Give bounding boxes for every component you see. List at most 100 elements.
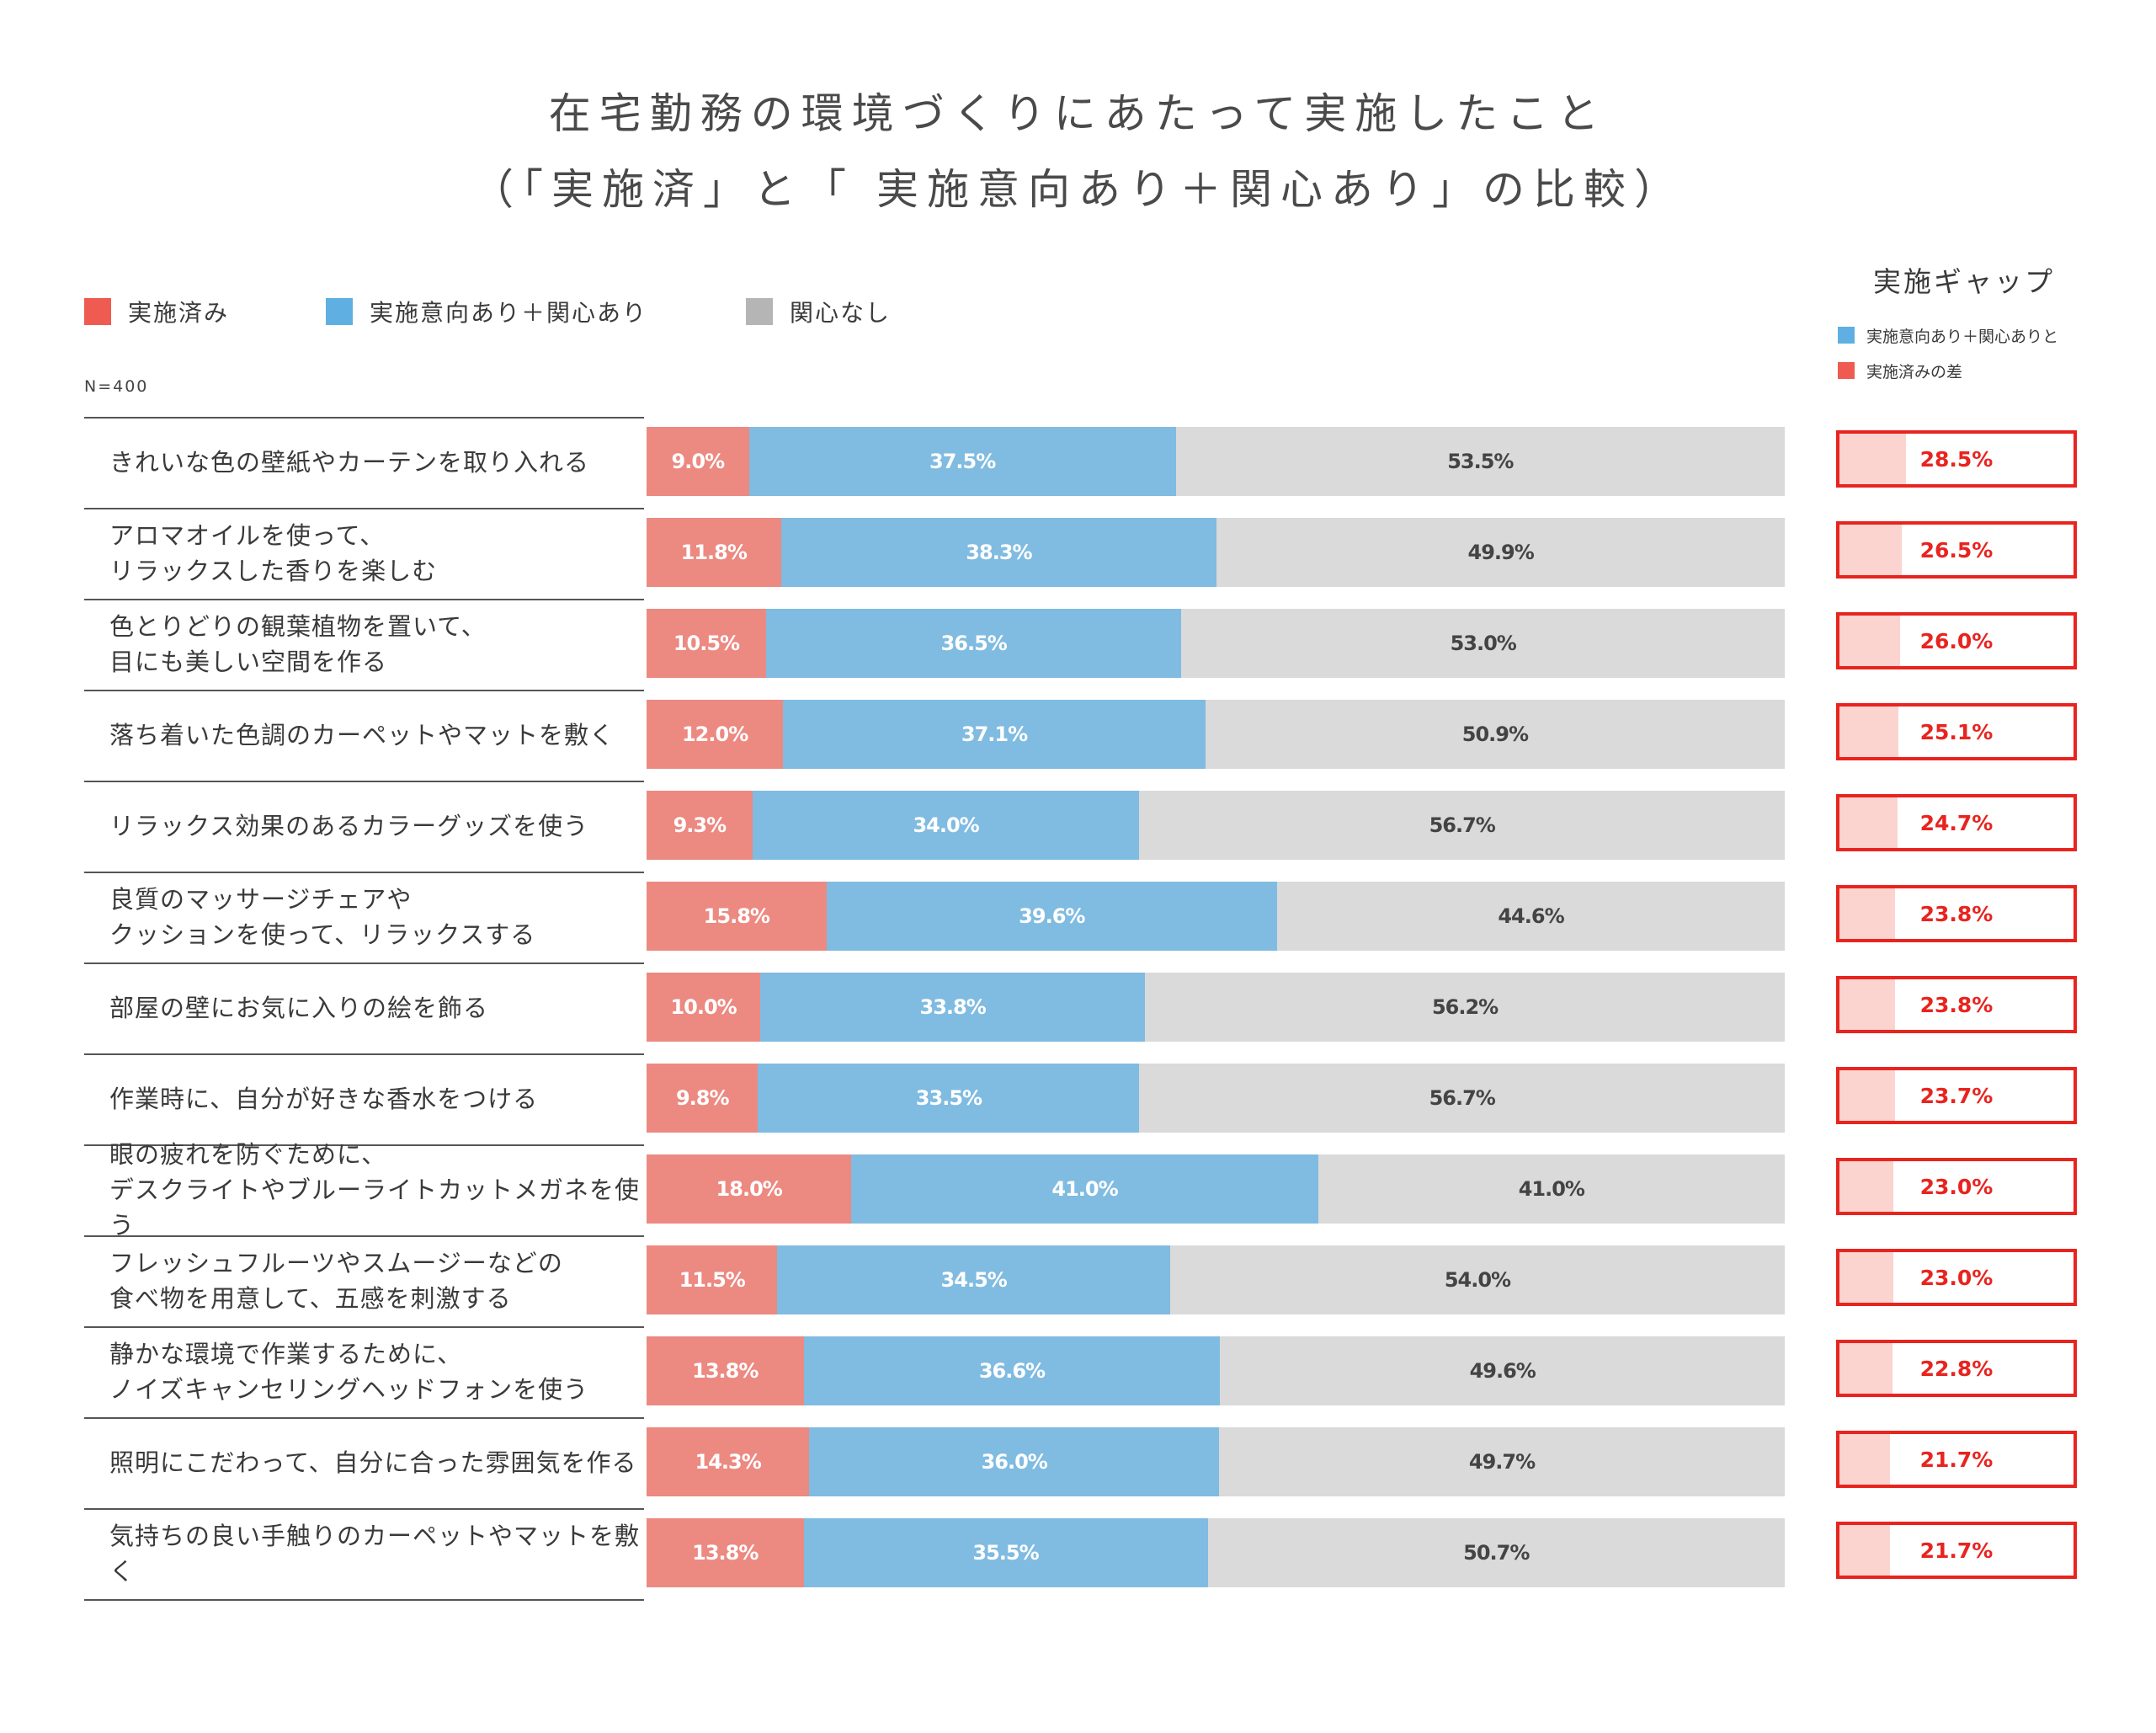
gap-value-label: 26.5% (1919, 537, 1994, 563)
bar-segment-done: 10.5% (647, 609, 766, 678)
gap-legend-label-1: 実施意向あり＋関心ありと (1866, 327, 2059, 346)
bar-segment-none: 44.6% (1277, 882, 1785, 951)
bar-segment-done: 13.8% (647, 1518, 804, 1587)
bar-value-label: 11.5% (679, 1268, 746, 1292)
bar-segment-interest: 34.0% (752, 791, 1140, 860)
bar-value-label: 9.8% (675, 1086, 730, 1110)
category-label: 落ち着いた色調のカーペットやマットを敷く (109, 690, 648, 781)
gap-box: 26.0% (1836, 612, 2077, 669)
legend-swatch-none (746, 298, 773, 325)
bar-value-label: 38.3% (966, 541, 1032, 564)
gap-legend-item-2: 実施済みの差 (1838, 361, 1962, 381)
bar-value-label: 56.2% (1431, 995, 1499, 1019)
gap-fill-bar (1839, 1161, 1893, 1212)
category-label-text: フレッシュフルーツやスムージーなどの 食べ物を用意して、五感を刺激する (109, 1249, 563, 1313)
gap-box: 28.5% (1836, 430, 2077, 488)
gap-value-label: 24.7% (1919, 810, 1994, 835)
legend-label-interest: 実施意向あり＋関心あり (370, 299, 648, 327)
bar-value-label: 13.8% (692, 1541, 759, 1565)
bar-segment-none: 49.7% (1219, 1427, 1785, 1496)
gap-box: 23.7% (1836, 1067, 2077, 1124)
category-label: アロマオイルを使って、 リラックスした香りを楽しむ (109, 508, 648, 599)
gap-legend-swatch-1 (1838, 327, 1855, 344)
chart-title-line1: 在宅勤務の環境づくりにあたって実施したこと (548, 89, 1608, 138)
category-label-text: 気持ちの良い手触りのカーペットやマットを敷く (109, 1522, 641, 1586)
row-divider (84, 690, 644, 691)
bar-value-label: 13.8% (692, 1359, 759, 1383)
gap-fill-bar (1839, 1343, 1893, 1394)
bar-segment-none: 54.0% (1169, 1245, 1785, 1314)
bar-value-label: 50.7% (1463, 1541, 1530, 1565)
row-divider (84, 599, 644, 600)
bar-segment-interest: 36.0% (809, 1427, 1220, 1496)
gap-value-label: 26.0% (1919, 628, 1994, 653)
category-label-text: 落ち着いた色調のカーペットやマットを敷く (109, 721, 615, 749)
gap-box: 23.8% (1836, 976, 2077, 1033)
gap-box: 22.8% (1836, 1340, 2077, 1397)
bar-value-label: 10.5% (673, 632, 740, 655)
row-divider (84, 1599, 644, 1601)
bar-segment-done: 13.8% (647, 1336, 804, 1405)
gap-fill-bar (1839, 888, 1896, 939)
bar-value-label: 50.9% (1461, 723, 1529, 746)
gap-value-label: 23.8% (1919, 992, 1994, 1017)
row-divider (84, 872, 644, 873)
bar-segment-none: 56.7% (1139, 791, 1785, 860)
bar-value-label: 10.0% (670, 995, 737, 1019)
bar-segment-none: 50.9% (1205, 700, 1785, 769)
bar-value-label: 41.0% (1518, 1177, 1585, 1201)
category-label-text: きれいな色の壁紙やカーテンを取り入れる (109, 448, 590, 477)
gap-value-label: 22.8% (1919, 1356, 1994, 1381)
bar-value-label: 9.0% (671, 450, 726, 473)
bar-segment-done: 10.0% (647, 973, 761, 1042)
row-divider (84, 1144, 644, 1146)
gap-box: 25.1% (1836, 703, 2077, 760)
legend-item-interest: 実施意向あり＋関心あり (326, 296, 647, 327)
row-divider (84, 417, 644, 419)
category-label: 良質のマッサージチェアや クッションを使って、リラックスする (109, 872, 648, 962)
bar-value-label: 53.5% (1447, 450, 1514, 473)
gap-legend-swatch-2 (1838, 362, 1855, 379)
bar-value-label: 49.7% (1468, 1450, 1536, 1474)
bar-segment-done: 11.8% (647, 518, 781, 587)
category-label-text: 部屋の壁にお気に入りの絵を飾る (109, 994, 489, 1022)
bar-segment-done: 9.8% (647, 1064, 759, 1133)
bar-value-label: 44.6% (1498, 904, 1564, 928)
gap-box: 23.8% (1836, 885, 2077, 942)
gap-box: 21.7% (1836, 1431, 2077, 1488)
bar-segment-none: 56.7% (1139, 1064, 1785, 1133)
bar-value-label: 12.0% (681, 723, 748, 746)
category-label-text: 色とりどりの観葉植物を置いて、 目にも美しい空間を作る (109, 612, 487, 676)
bar-value-label: 11.8% (680, 541, 748, 564)
gap-fill-bar (1839, 797, 1898, 848)
bar-segment-interest: 41.0% (851, 1154, 1318, 1224)
gap-fill-bar (1839, 616, 1901, 666)
gap-value-label: 23.7% (1919, 1083, 1994, 1108)
bar-value-label: 36.0% (981, 1450, 1048, 1474)
bar-segment-none: 53.0% (1181, 609, 1785, 678)
legend-label-done: 実施済み (128, 299, 230, 327)
gap-fill-bar (1839, 1434, 1891, 1485)
category-label: 色とりどりの観葉植物を置いて、 目にも美しい空間を作る (109, 599, 648, 690)
bar-value-label: 39.6% (1019, 904, 1085, 928)
gap-fill-bar (1839, 434, 1907, 484)
gap-box: 23.0% (1836, 1158, 2077, 1215)
gap-box: 21.7% (1836, 1522, 2077, 1579)
bar-value-label: 56.7% (1429, 1086, 1496, 1110)
bar-value-label: 15.8% (703, 904, 770, 928)
row-divider (84, 781, 644, 782)
gap-box: 26.5% (1836, 521, 2077, 579)
bar-segment-done: 11.5% (647, 1245, 778, 1314)
bar-value-label: 33.5% (915, 1086, 982, 1110)
bar-segment-interest: 35.5% (803, 1518, 1208, 1587)
bar-value-label: 54.0% (1444, 1268, 1511, 1292)
category-label: きれいな色の壁紙やカーテンを取り入れる (109, 417, 648, 508)
category-label-text: 作業時に、自分が好きな香水をつける (109, 1085, 539, 1113)
category-label: 照明にこだわって、自分に合った雰囲気を作る (109, 1417, 648, 1508)
bar-segment-done: 12.0% (647, 700, 784, 769)
gap-value-label: 23.0% (1919, 1174, 1994, 1199)
legend-item-none: 関心なし (746, 296, 891, 327)
gap-fill-bar (1839, 979, 1896, 1030)
bar-value-label: 34.5% (940, 1268, 1008, 1292)
category-label-text: 眼の疲れを防ぐために、 デスクライトやブルーライトカットメガネを使う (109, 1140, 641, 1240)
